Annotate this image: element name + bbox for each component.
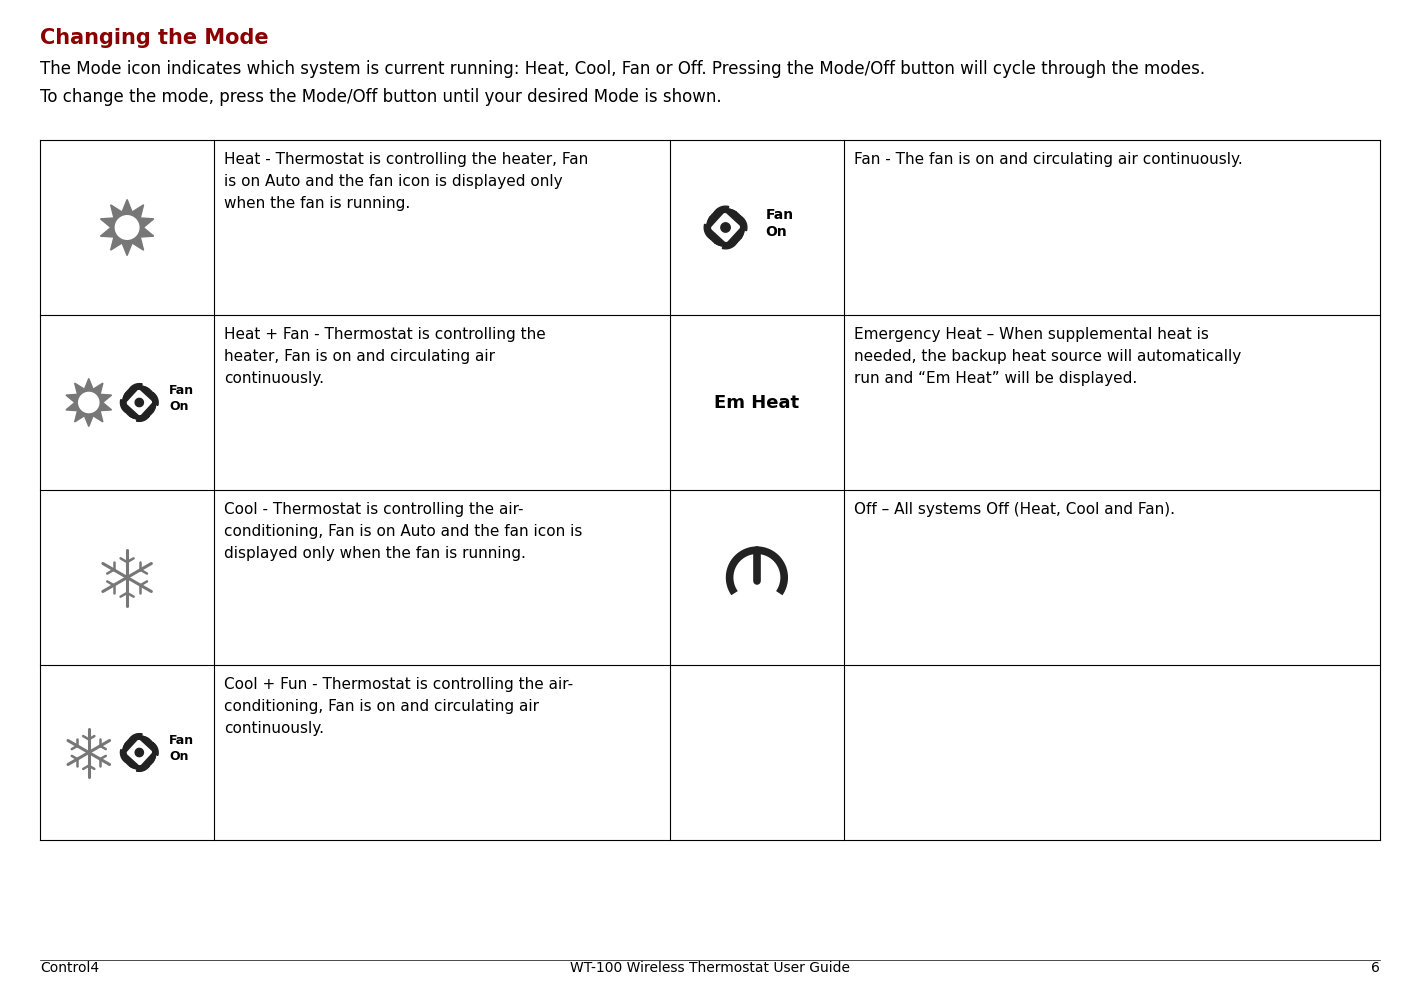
Text: Cool - Thermostat is controlling the air-
conditioning, Fan is on Auto and the f: Cool - Thermostat is controlling the air… <box>224 502 583 561</box>
Polygon shape <box>122 733 149 756</box>
Text: Control4: Control4 <box>40 961 99 975</box>
Polygon shape <box>115 215 139 239</box>
Polygon shape <box>121 392 142 420</box>
Text: Heat + Fan - Thermostat is controlling the
heater, Fan is on and circulating air: Heat + Fan - Thermostat is controlling t… <box>224 327 546 386</box>
Text: Fan
On: Fan On <box>766 208 793 238</box>
Text: Em Heat: Em Heat <box>714 393 799 411</box>
Polygon shape <box>135 398 143 406</box>
Polygon shape <box>129 400 156 422</box>
Text: Fan
On: Fan On <box>169 734 194 763</box>
Polygon shape <box>122 383 149 405</box>
Polygon shape <box>722 209 746 238</box>
Text: Heat - Thermostat is controlling the heater, Fan
is on Auto and the fan icon is : Heat - Thermostat is controlling the hea… <box>224 152 589 211</box>
Text: 6: 6 <box>1371 961 1381 975</box>
Text: Emergency Heat – When supplemental heat is
needed, the backup heat source will a: Emergency Heat – When supplemental heat … <box>854 327 1242 386</box>
Text: Off – All systems Off (Heat, Cool and Fan).: Off – All systems Off (Heat, Cool and Fa… <box>854 502 1175 517</box>
Text: Changing the Mode: Changing the Mode <box>40 28 268 48</box>
Polygon shape <box>65 378 112 427</box>
Polygon shape <box>78 392 99 412</box>
Polygon shape <box>704 216 728 246</box>
Text: To change the mode, press the Mode/Off button until your desired Mode is shown.: To change the mode, press the Mode/Off b… <box>40 88 722 106</box>
Polygon shape <box>715 224 744 248</box>
Text: WT-100 Wireless Thermostat User Guide: WT-100 Wireless Thermostat User Guide <box>570 961 850 975</box>
Polygon shape <box>136 386 158 412</box>
Text: The Mode icon indicates which system is current running: Heat, Cool, Fan or Off.: The Mode icon indicates which system is … <box>40 60 1205 78</box>
Polygon shape <box>101 199 153 256</box>
Polygon shape <box>135 748 143 757</box>
Text: Fan
On: Fan On <box>169 384 194 412</box>
Polygon shape <box>121 742 142 769</box>
Text: Cool + Fun - Thermostat is controlling the air-
conditioning, Fan is on and circ: Cool + Fun - Thermostat is controlling t… <box>224 677 573 736</box>
Text: Fan - The fan is on and circulating air continuously.: Fan - The fan is on and circulating air … <box>854 152 1243 167</box>
Polygon shape <box>707 206 736 230</box>
Polygon shape <box>721 222 731 232</box>
Polygon shape <box>129 749 156 772</box>
Polygon shape <box>136 736 158 763</box>
